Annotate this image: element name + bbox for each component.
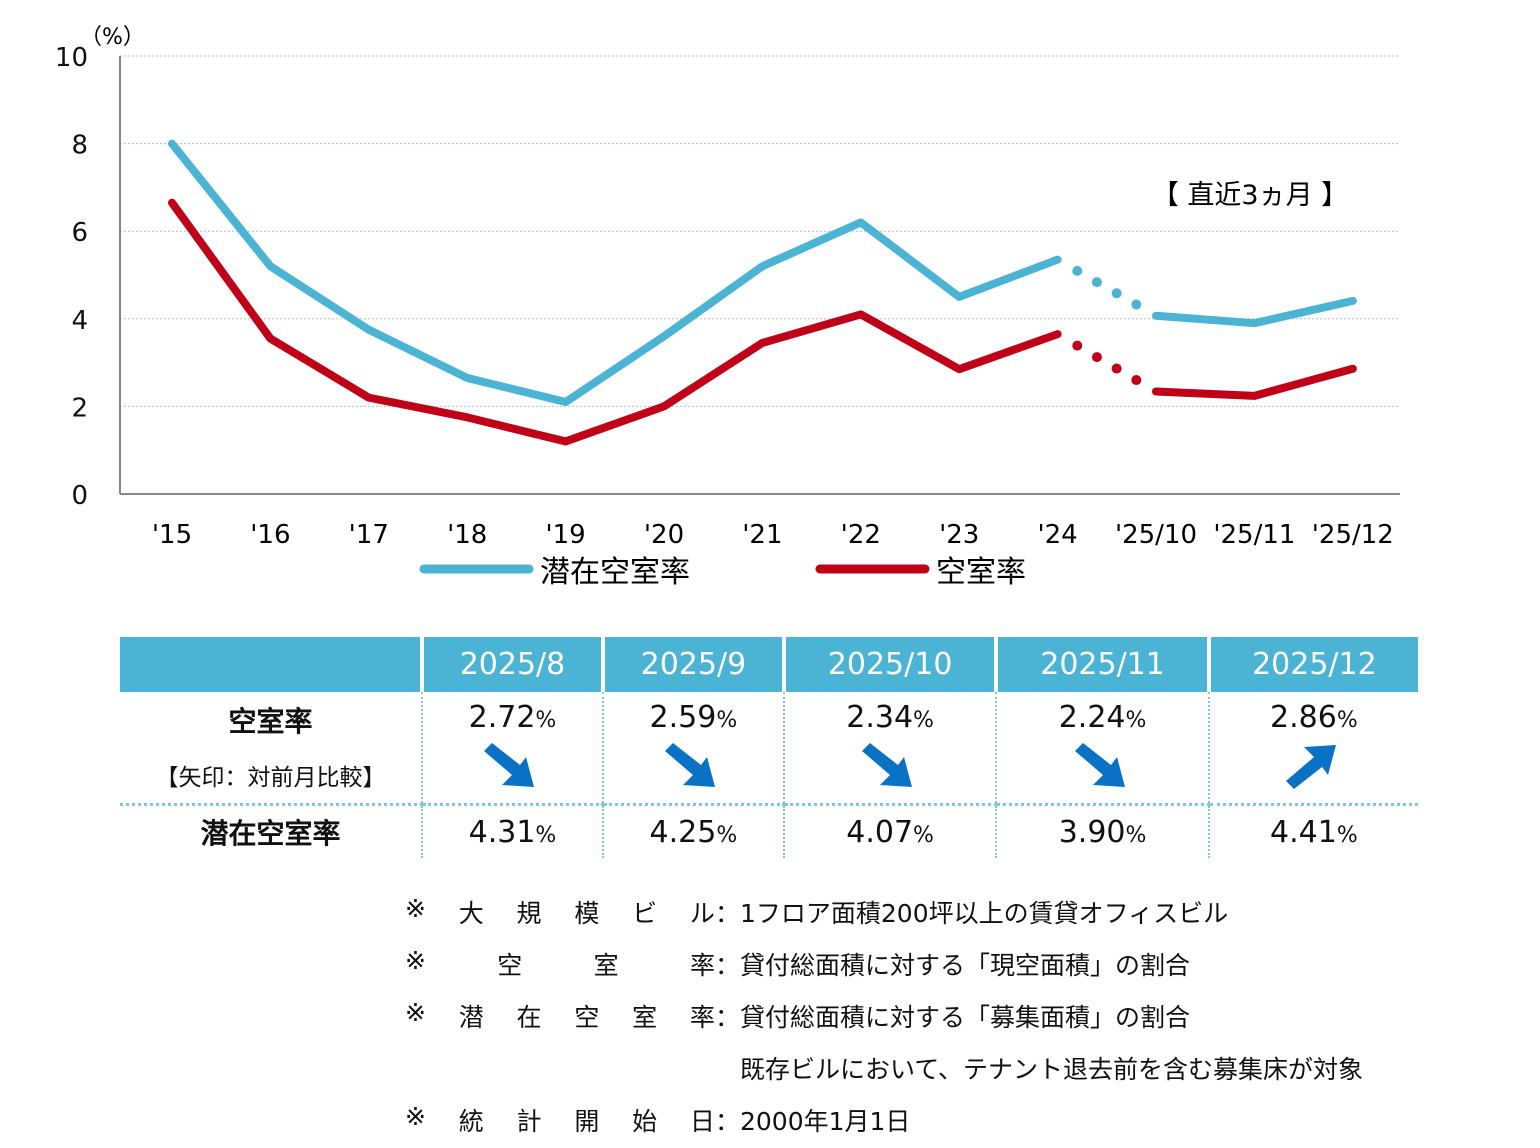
dotted-segment-point	[1131, 299, 1142, 310]
line-chart: 0 2 4 6 8 10（%） '15 '16 '17 '18 '19 '20 '21 '22 '23 '24…	[55, 25, 1400, 590]
y-tick-label: 4	[71, 306, 88, 336]
row-label-potential: 潜在空室率	[120, 803, 422, 858]
percent-unit: %	[913, 822, 934, 848]
percent-unit: %	[1125, 708, 1147, 733]
vacancy-value: 2.24	[1058, 700, 1126, 735]
dotted-segment-point	[1111, 288, 1122, 299]
y-tick-label: 2	[71, 393, 88, 423]
vacancy-cell: 2.24%	[995, 692, 1209, 805]
percent-unit: %	[535, 822, 557, 848]
potential-value: 4.41	[1270, 814, 1337, 850]
footnote-term: ※ 空室率	[405, 946, 715, 980]
month-header: 2025/11	[994, 637, 1209, 692]
vacancy-cell: 2.59%	[601, 692, 784, 805]
series-line-recent	[1152, 296, 1357, 328]
footnote: ※ 空室率：貸付総面積に対する「現空面積」の割合	[405, 946, 1191, 980]
dotted-segment-point	[1072, 265, 1083, 276]
month-header: 2025/12	[1206, 637, 1418, 692]
vacancy-cell: 2.72%	[421, 692, 603, 805]
x-tick-label: '21	[742, 520, 782, 550]
footnote-term: ※ 潜在空室率	[405, 998, 715, 1032]
potential-value: 4.25	[649, 814, 717, 850]
row-label-vacancy: 空室率 【矢印：対前月比較】	[120, 692, 422, 805]
series-line-vacancy	[168, 198, 1062, 446]
arrow-down-right-icon	[665, 743, 716, 787]
y-tick-label: 0	[71, 481, 88, 511]
footnote-text: 既存ビルにおいて、テナント退去前を含む募集床が対象	[740, 1055, 1364, 1084]
x-tick-label: '20	[644, 520, 684, 550]
footnote-text: 貸付総面積に対する「現空面積」の割合	[740, 951, 1191, 980]
vacancy-value: 2.34	[846, 700, 914, 735]
x-tick-label: '19	[545, 520, 585, 550]
recent-annotation: 【 直近3ヵ月 】	[1152, 180, 1348, 211]
x-tick-label: '15	[152, 520, 192, 550]
data-table: 2025/8 2025/9 2025/10 2025/11 2025/12 空室率 【矢印…	[120, 637, 1418, 858]
footnotes: ※ 大規模ビル： 1フロア面積200坪以上の賃貸オフィスビル ※ 空室率：貸付総面積に対…	[405, 886, 1363, 1146]
percent-unit: %	[716, 822, 738, 848]
month-header: 2025/9	[600, 637, 784, 692]
legend-label: 潜在空室率	[540, 555, 690, 590]
vacancy-cell: 2.86%	[1207, 692, 1418, 805]
arrow-down-right-icon	[484, 743, 535, 787]
footnote-text: 1フロア面積200坪以上の賃貸オフィスビル	[740, 899, 1229, 928]
y-tick-label: 10	[55, 43, 88, 73]
series-line-potential	[168, 139, 1062, 407]
arrow-up-right-icon	[1285, 745, 1336, 789]
y-tick-label: 6	[71, 218, 88, 248]
series-line-recent	[1152, 364, 1357, 400]
potential-cell: 4.41%	[1207, 803, 1418, 858]
x-tick-label: '18	[447, 520, 487, 550]
arrow-down-right-icon	[862, 743, 913, 787]
footnote-term: ※ 大規模ビル	[405, 894, 715, 928]
potential-cell: 4.07%	[782, 803, 997, 858]
x-tick-label: '16	[250, 520, 290, 550]
potential-cell: 4.31%	[421, 803, 603, 858]
month-header: 2025/10	[781, 637, 997, 692]
percent-unit: %	[913, 708, 934, 733]
potential-value: 3.90	[1058, 814, 1126, 850]
x-tick-label: '25/10	[1115, 520, 1197, 550]
percent-unit: %	[716, 708, 738, 733]
x-tick-label: '24	[1037, 520, 1077, 550]
y-tick-label: 8	[71, 131, 88, 161]
dotted-segment-point	[1091, 277, 1102, 288]
legend-label: 空室率	[936, 555, 1026, 590]
footnote-term: ※ 統計開始日	[405, 1102, 715, 1136]
percent-unit: %	[1336, 822, 1358, 848]
percent-unit: %	[1125, 822, 1147, 848]
dotted-segment-point	[1072, 340, 1083, 351]
x-tick-label: '25/11	[1213, 520, 1295, 550]
footnote: ※ 潜在空室率：貸付総面積に対する「募集面積」の割合	[405, 998, 1191, 1032]
arrow-legend: 【矢印：対前月比較】	[155, 765, 386, 791]
x-tick-label: '25/12	[1312, 520, 1394, 550]
potential-value: 4.31	[468, 814, 536, 850]
footnote-text: 貸付総面積に対する「募集面積」の割合	[740, 1003, 1191, 1032]
x-tick-label: '17	[349, 520, 389, 550]
percent-unit: %	[1336, 708, 1358, 733]
x-tick-label: '22	[841, 520, 881, 550]
footnote: ※ 大規模ビル： 1フロア面積200坪以上の賃貸オフィスビル	[405, 894, 1229, 928]
potential-value: 4.07	[846, 814, 914, 850]
dotted-segment-point	[1131, 375, 1142, 386]
footnote-text: 2000年1月1日	[740, 1107, 911, 1136]
arrow-down-right-icon	[1074, 743, 1125, 787]
footnote: 既存ビルにおいて、テナント退去前を含む募集床が対象	[405, 1042, 1363, 1094]
potential-cell: 3.90%	[995, 803, 1209, 858]
y-unit-label: （%）	[80, 25, 145, 50]
footnote: ※ 統計開始日： 2000年1月1日	[405, 1102, 911, 1136]
vacancy-value: 2.59	[649, 700, 717, 735]
percent-unit: %	[535, 708, 557, 733]
month-header: 2025/8	[420, 637, 603, 692]
vacancy-cell: 2.34%	[782, 692, 997, 805]
vacancy-value: 2.72	[468, 700, 536, 735]
vacancy-value: 2.86	[1270, 700, 1337, 735]
x-tick-label: '23	[939, 520, 979, 550]
header-blank	[120, 637, 422, 692]
potential-cell: 4.25%	[601, 803, 784, 858]
dotted-segment-point	[1091, 352, 1102, 363]
dotted-segment-point	[1111, 363, 1122, 374]
